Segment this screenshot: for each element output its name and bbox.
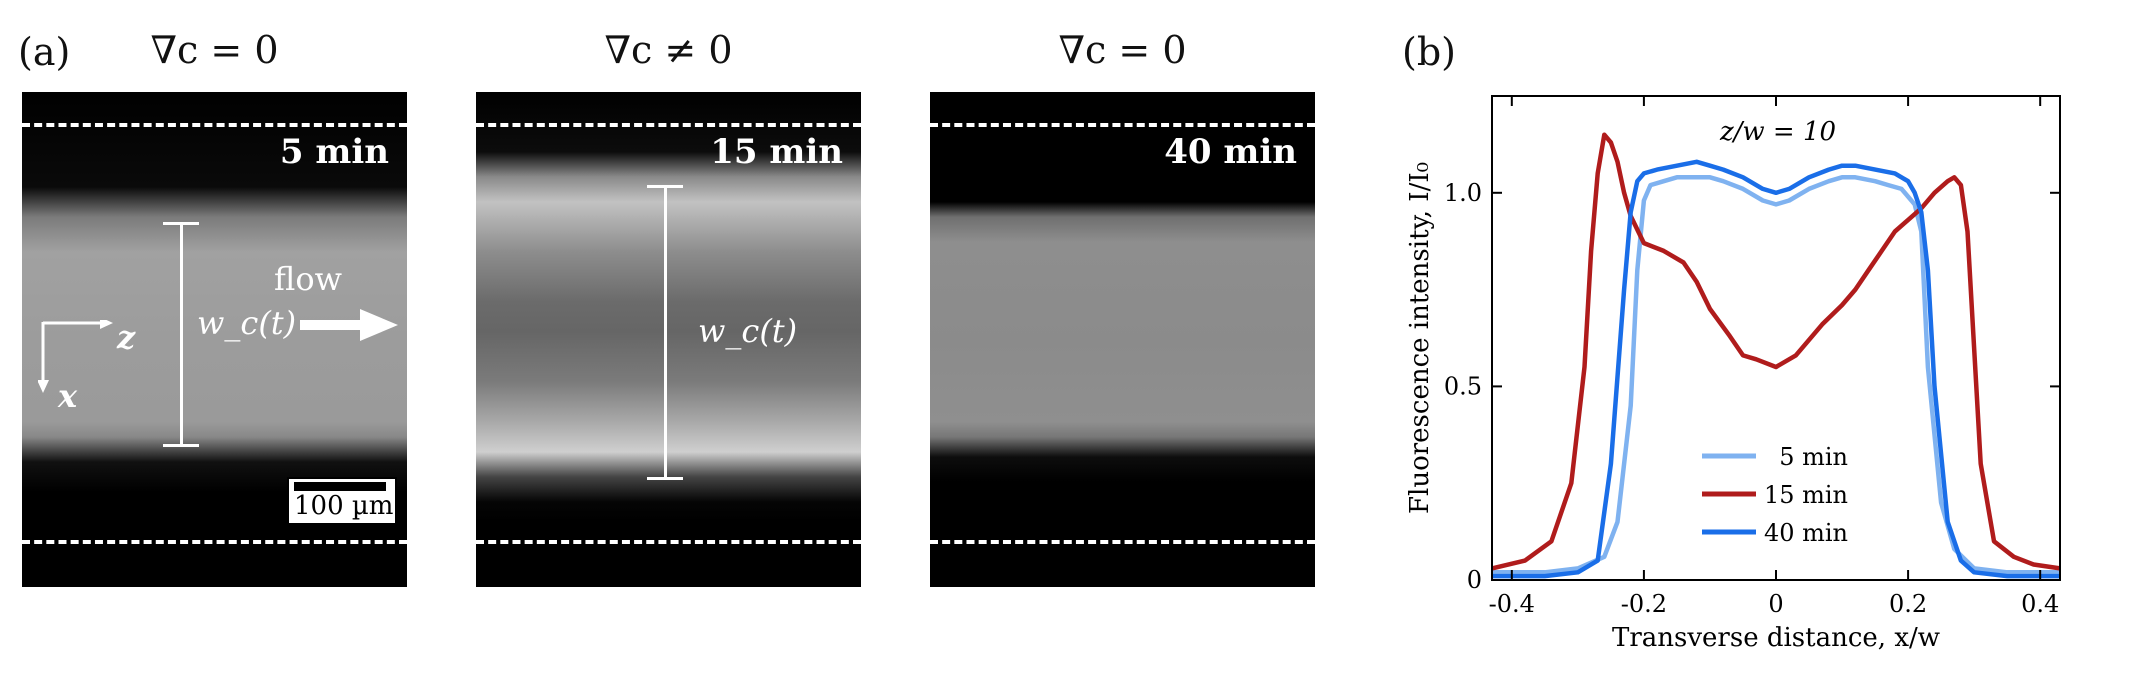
channel-wall-bottom	[930, 540, 1315, 544]
y-tick-label-2: 0.5	[1444, 372, 1482, 400]
channel-wall-bottom	[476, 540, 861, 544]
panel-label-a: (a)	[18, 30, 71, 74]
width-bar	[664, 186, 667, 478]
micrograph-1: 5 min w_c(t) flow z x 100 µm	[22, 92, 407, 587]
chart-legend: 5 min 15 min 40 min	[1702, 443, 1848, 547]
micrograph-3-heading: ∇c = 0	[1058, 28, 1187, 72]
wc-label-text: w_c(t)	[197, 304, 297, 342]
chart-ticks-group: -0.4 -0.2 0 0.2 0.4 0 0.5 1.0	[1444, 96, 2060, 618]
x-tick-label-5: 0.4	[2021, 590, 2059, 618]
micrograph-2-heading: ∇c ≠ 0	[604, 28, 733, 72]
legend-label-1: 5 min	[1779, 443, 1848, 471]
chart-xlabel: Transverse distance, x/w	[1612, 623, 1940, 653]
x-tick-label-4: 0.2	[1889, 590, 1927, 618]
series-line-2	[1491, 132, 2061, 571]
series-line-1	[1492, 175, 2060, 575]
flow-label: flow	[274, 260, 342, 298]
flow-arrow-icon	[300, 309, 398, 341]
y-tick-label-1: 0	[1467, 566, 1482, 594]
x-tick-label-3: 0	[1768, 590, 1783, 618]
channel-wall-bottom	[22, 540, 407, 544]
time-label: 5 min	[279, 132, 389, 172]
series-line-3	[1492, 159, 2060, 579]
width-bar	[180, 223, 183, 445]
channel-wall-top	[22, 123, 407, 127]
legend-label-2: 15 min	[1764, 481, 1848, 509]
panel-label-b: (b)	[1402, 30, 1456, 74]
scale-bar-label: 100 µm	[294, 491, 394, 521]
chart-ylabel: Fluorescence intensity, I/I₀	[1405, 162, 1435, 514]
micrograph-1-heading: ∇c = 0	[150, 28, 279, 72]
axis-z-label: z	[117, 318, 136, 356]
width-bar-cap-bottom	[163, 444, 199, 447]
channel-wall-top	[930, 123, 1315, 127]
x-tick-label-2: -0.2	[1621, 590, 1667, 618]
scale-bar	[294, 482, 386, 491]
chart-series-group	[1491, 132, 2061, 579]
width-bar-cap-bottom	[647, 477, 683, 480]
chart-annotation: z/w = 10	[1719, 117, 1836, 147]
axis-x-label: x	[58, 377, 78, 415]
legend-label-3: 40 min	[1764, 519, 1848, 547]
axes-icon	[38, 320, 113, 393]
time-label: 40 min	[1164, 132, 1297, 172]
time-label: 15 min	[710, 132, 843, 172]
micrograph-2: 15 min w_c(t)	[476, 92, 861, 587]
wc-label: w_c(t)	[698, 312, 797, 350]
x-tick-label-1: -0.4	[1489, 590, 1535, 618]
wc-label-text: w_c(t)	[698, 312, 798, 350]
y-tick-label-3: 1.0	[1444, 179, 1482, 207]
wc-label: w_c(t)	[197, 304, 296, 342]
channel-wall-top	[476, 123, 861, 127]
micrograph-3: 40 min	[930, 92, 1315, 587]
